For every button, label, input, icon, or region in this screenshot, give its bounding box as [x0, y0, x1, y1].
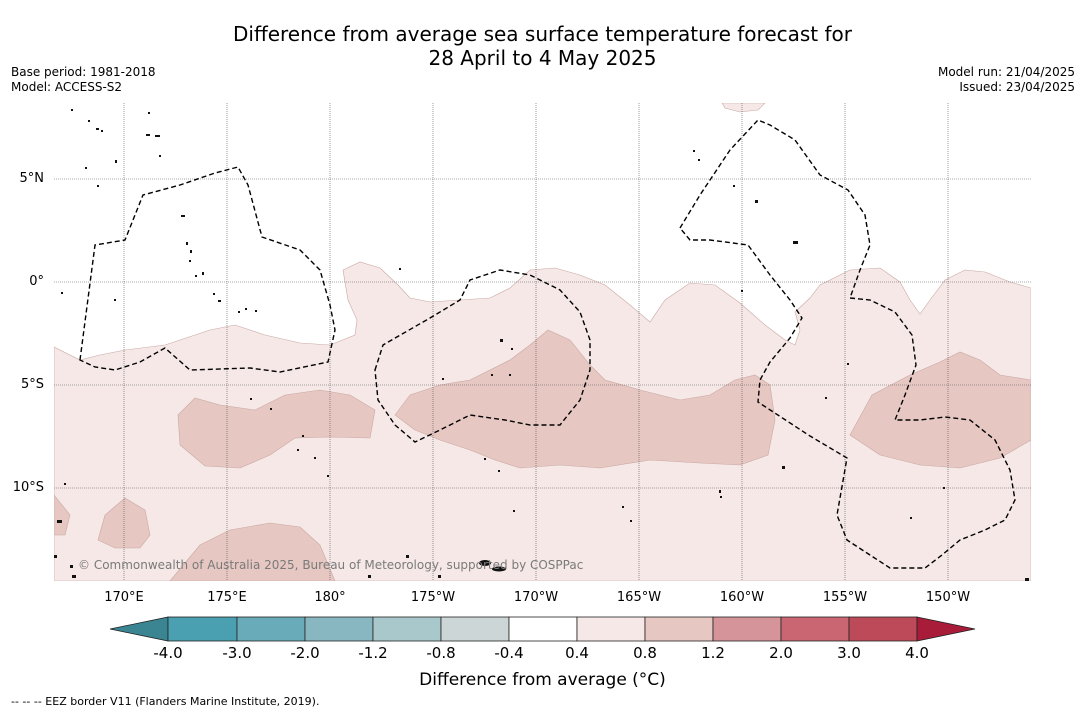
lon-label-175w: 175°W: [410, 590, 456, 605]
colorbar: [109, 616, 976, 642]
colorbar-tick: -1.2: [358, 644, 388, 662]
colorbar-tick: -3.0: [222, 644, 252, 662]
colorbar-tick: -0.8: [426, 644, 456, 662]
colorbar-tick: 0.8: [633, 644, 657, 662]
eez-border-kiribati-phoenix: [374, 269, 591, 443]
colorbar-bin-2: [236, 616, 306, 642]
lon-label-170e: 170°E: [104, 590, 144, 605]
lat-label-5s: 5°S: [20, 377, 44, 392]
map-area: [54, 103, 1031, 581]
colorbar-bin-10: [780, 616, 850, 642]
colorbar-bin-6: [508, 616, 578, 642]
colorbar-bin-5: [440, 616, 510, 642]
colorbar-tick: -0.4: [494, 644, 524, 662]
anomaly-region-medium-south: [169, 522, 336, 581]
lon-label-175e: 175°E: [207, 590, 247, 605]
lat-label-10s: 10°S: [12, 480, 44, 495]
colorbar-bin-11: [848, 616, 918, 642]
anomaly-region-medium-left: [54, 494, 71, 536]
issued-date: Issued: 23/04/2025: [959, 80, 1075, 94]
colorbar-bin-4: [372, 616, 442, 642]
anomaly-region-light-north: [721, 103, 766, 113]
title-line1: Difference from average sea surface temp…: [232, 22, 852, 46]
colorbar-bin-7: [576, 616, 646, 642]
meta-left: Base period: 1981-2018 Model: ACCESS-S2: [11, 65, 156, 95]
lat-label-5n: 5°N: [19, 171, 45, 186]
eez-footnote: -- -- -- EEZ border V11 (Flanders Marine…: [11, 695, 320, 708]
colorbar-bin-9: [712, 616, 782, 642]
lat-label-0: 0°: [29, 274, 44, 289]
meta-right: Model run: 21/04/2025 Issued: 23/04/2025: [938, 65, 1075, 95]
map-title: Difference from average sea surface temp…: [0, 22, 1085, 70]
model-name: Model: ACCESS-S2: [11, 80, 123, 94]
lon-label-165w: 165°W: [616, 590, 662, 605]
eez-border-kiribati-line: [679, 119, 1016, 569]
colorbar-bin-8: [644, 616, 714, 642]
anomaly-region-medium-central: [394, 329, 776, 469]
lon-label-150w: 150°W: [925, 590, 971, 605]
colorbar-bin-3: [304, 616, 374, 642]
colorbar-extend-low: [109, 616, 169, 642]
lon-label-155w: 155°W: [822, 590, 868, 605]
base-period: Base period: 1981-2018: [11, 65, 156, 79]
lon-label-160w: 160°W: [719, 590, 765, 605]
colorbar-extend-high: [916, 616, 976, 642]
colorbar-tick: 0.4: [565, 644, 589, 662]
colorbar-tick: 3.0: [837, 644, 861, 662]
colorbar-label: Difference from average (°C): [419, 670, 666, 690]
islands: [54, 109, 1029, 581]
lon-label-170w: 170°W: [513, 590, 559, 605]
colorbar-bin-1: [167, 616, 238, 642]
title-line2: 28 April to 4 May 2025: [428, 46, 657, 70]
colorbar-tick: -2.0: [290, 644, 320, 662]
lon-label-180: 180°: [314, 590, 346, 605]
anomaly-region-medium-east: [849, 351, 1031, 469]
graticule: [54, 103, 1031, 581]
colorbar-tick: 2.0: [769, 644, 793, 662]
colorbar-tick: 4.0: [905, 644, 929, 662]
model-run: Model run: 21/04/2025: [937, 65, 1075, 79]
eez-borders: [79, 119, 1016, 569]
colorbar-tick: 1.2: [701, 644, 725, 662]
copyright-notice: © Commonwealth of Australia 2025, Bureau…: [78, 558, 584, 572]
colorbar-tick: -4.0: [153, 644, 183, 662]
